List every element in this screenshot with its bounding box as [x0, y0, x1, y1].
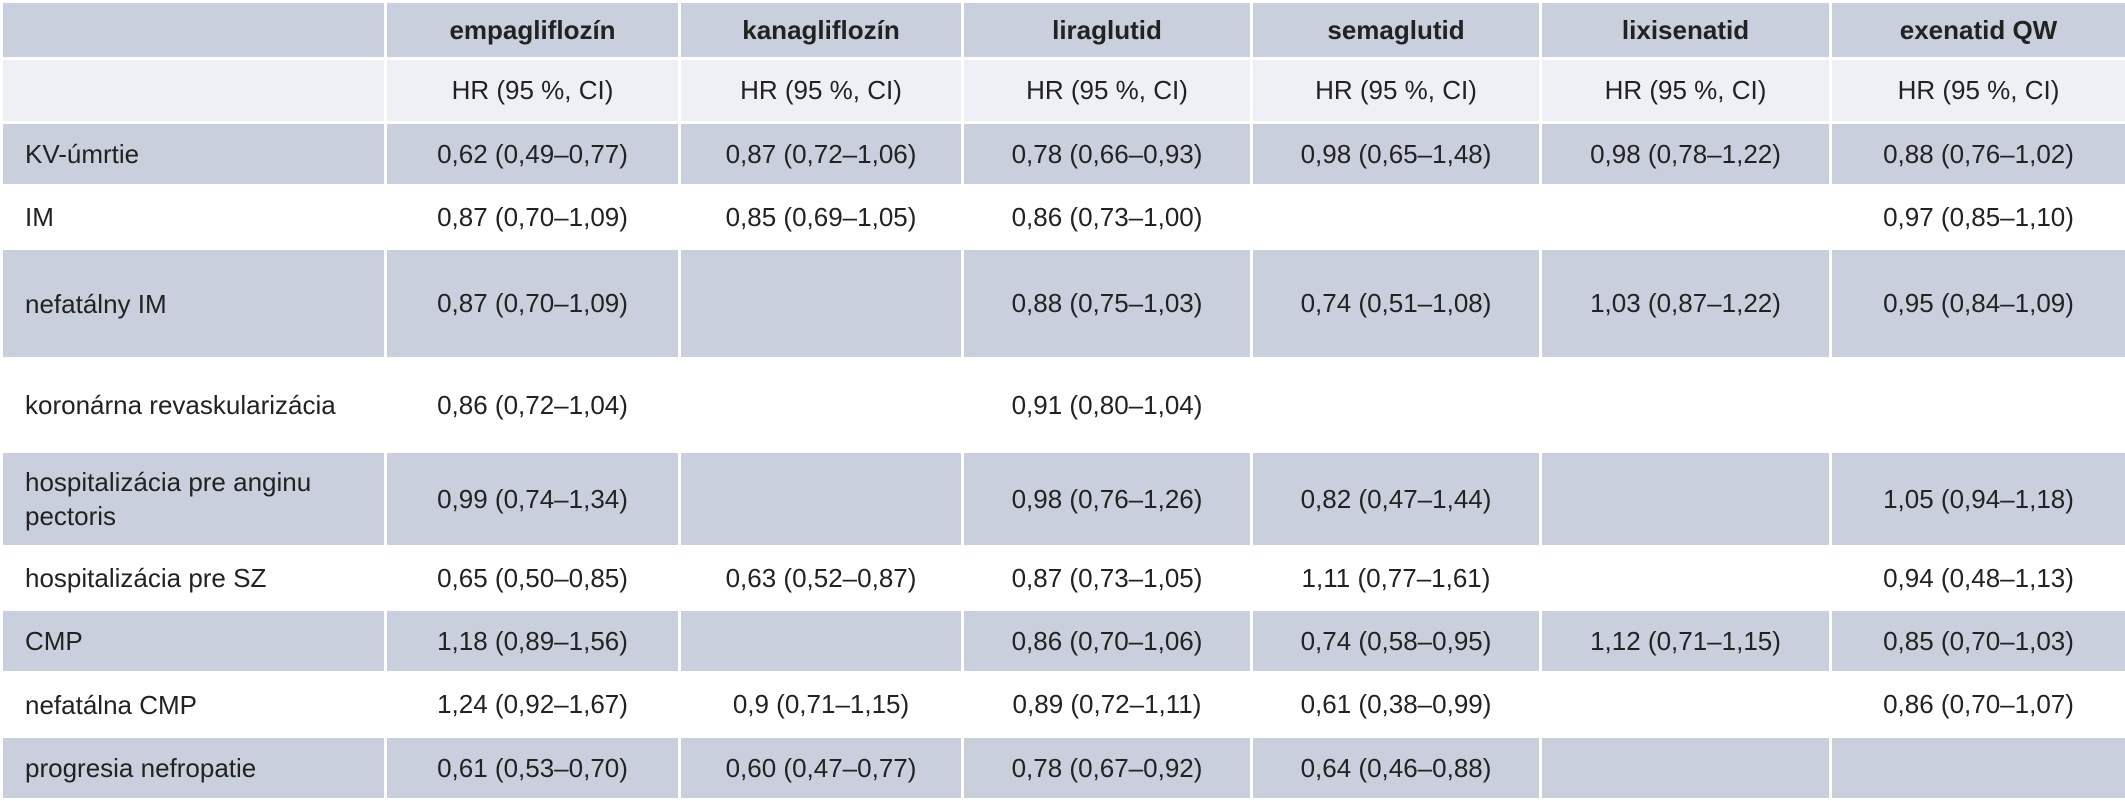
- hr-cell: 0,82 (0,47–1,44): [1252, 452, 1541, 547]
- hr-cell: 0,62 (0,49–0,77): [386, 123, 680, 186]
- hr-cell: 0,86 (0,70–1,06): [963, 610, 1252, 673]
- hr-cell: 0,95 (0,84–1,09): [1831, 249, 2125, 359]
- hr-cell: 0,86 (0,70–1,07): [1831, 673, 2125, 737]
- table-row: HR (95 %, CI)HR (95 %, CI)HR (95 %, CI)H…: [2, 59, 2125, 123]
- column-header: empagliflozín: [386, 2, 680, 59]
- hr-cell: 0,61 (0,53–0,70): [386, 737, 680, 800]
- hr-cell: [680, 249, 963, 359]
- hr-cell: 0,88 (0,76–1,02): [1831, 123, 2125, 186]
- subheader-cell: HR (95 %, CI): [1831, 59, 2125, 123]
- hr-cell: 0,60 (0,47–0,77): [680, 737, 963, 800]
- hr-cell: [680, 610, 963, 673]
- hr-cell: 1,18 (0,89–1,56): [386, 610, 680, 673]
- hr-cell: 0,78 (0,67–0,92): [963, 737, 1252, 800]
- hr-cell: [680, 359, 963, 452]
- hr-cell: 0,98 (0,65–1,48): [1252, 123, 1541, 186]
- hr-cell: 0,91 (0,80–1,04): [963, 359, 1252, 452]
- subheader-cell: HR (95 %, CI): [1541, 59, 1831, 123]
- hr-cell: 0,78 (0,66–0,93): [963, 123, 1252, 186]
- row-label: progresia nefropatie: [2, 737, 386, 800]
- column-header: kanagliflozín: [680, 2, 963, 59]
- subheader-cell: HR (95 %, CI): [963, 59, 1252, 123]
- hr-cell: 1,24 (0,92–1,67): [386, 673, 680, 737]
- hr-cell: [1541, 186, 1831, 249]
- hr-cell: 1,03 (0,87–1,22): [1541, 249, 1831, 359]
- hr-cell: 0,87 (0,73–1,05): [963, 547, 1252, 610]
- hr-cell: [1541, 673, 1831, 737]
- hr-cell: [1252, 186, 1541, 249]
- column-header: exenatid QW: [1831, 2, 2125, 59]
- hr-cell: 0,86 (0,73–1,00): [963, 186, 1252, 249]
- hr-cell: 0,85 (0,70–1,03): [1831, 610, 2125, 673]
- hr-cell: [1541, 452, 1831, 547]
- row-label: nefatálna CMP: [2, 673, 386, 737]
- hr-cell: [1252, 359, 1541, 452]
- row-label: hospitalizácia pre SZ: [2, 547, 386, 610]
- column-header: liraglutid: [963, 2, 1252, 59]
- hr-cell: [680, 452, 963, 547]
- hr-cell: 0,88 (0,75–1,03): [963, 249, 1252, 359]
- hr-cell: 0,86 (0,72–1,04): [386, 359, 680, 452]
- hr-cell: [1831, 359, 2125, 452]
- hr-cell: 0,89 (0,72–1,11): [963, 673, 1252, 737]
- subheader-cell: HR (95 %, CI): [680, 59, 963, 123]
- hr-cell: [1541, 359, 1831, 452]
- row-label: KV-úmrtie: [2, 123, 386, 186]
- hr-cell: 0,74 (0,58–0,95): [1252, 610, 1541, 673]
- hr-cell: 0,87 (0,70–1,09): [386, 249, 680, 359]
- column-header: lixisenatid: [1541, 2, 1831, 59]
- corner-cell: [2, 59, 386, 123]
- row-label: hospitalizácia pre anginu pectoris: [2, 452, 386, 547]
- hr-cell: 1,05 (0,94–1,18): [1831, 452, 2125, 547]
- row-label: nefatálny IM: [2, 249, 386, 359]
- hr-cell: 0,85 (0,69–1,05): [680, 186, 963, 249]
- hr-cell: 0,94 (0,48–1,13): [1831, 547, 2125, 610]
- hr-cell: 0,98 (0,78–1,22): [1541, 123, 1831, 186]
- row-label: IM: [2, 186, 386, 249]
- hr-cell: 0,87 (0,70–1,09): [386, 186, 680, 249]
- hr-cell: 0,74 (0,51–1,08): [1252, 249, 1541, 359]
- row-label: CMP: [2, 610, 386, 673]
- hr-cell: 0,64 (0,46–0,88): [1252, 737, 1541, 800]
- subheader-cell: HR (95 %, CI): [1252, 59, 1541, 123]
- hr-cell: 0,98 (0,76–1,26): [963, 452, 1252, 547]
- hr-cell: 1,12 (0,71–1,15): [1541, 610, 1831, 673]
- hr-cell: 0,63 (0,52–0,87): [680, 547, 963, 610]
- hr-cell: 0,99 (0,74–1,34): [386, 452, 680, 547]
- hr-cell: 0,87 (0,72–1,06): [680, 123, 963, 186]
- hr-cell: [1541, 547, 1831, 610]
- subheader-cell: HR (95 %, CI): [386, 59, 680, 123]
- hr-cell: 0,97 (0,85–1,10): [1831, 186, 2125, 249]
- hr-cell: 0,61 (0,38–0,99): [1252, 673, 1541, 737]
- hr-cell: 0,65 (0,50–0,85): [386, 547, 680, 610]
- hr-cell: 0,9 (0,71–1,15): [680, 673, 963, 737]
- hr-cell: 1,11 (0,77–1,61): [1252, 547, 1541, 610]
- hr-cell: [1541, 737, 1831, 800]
- corner-cell: [2, 2, 386, 59]
- column-header: semaglutid: [1252, 2, 1541, 59]
- row-label: koronárna revaskularizácia: [2, 359, 386, 452]
- hr-cell: [1831, 737, 2125, 800]
